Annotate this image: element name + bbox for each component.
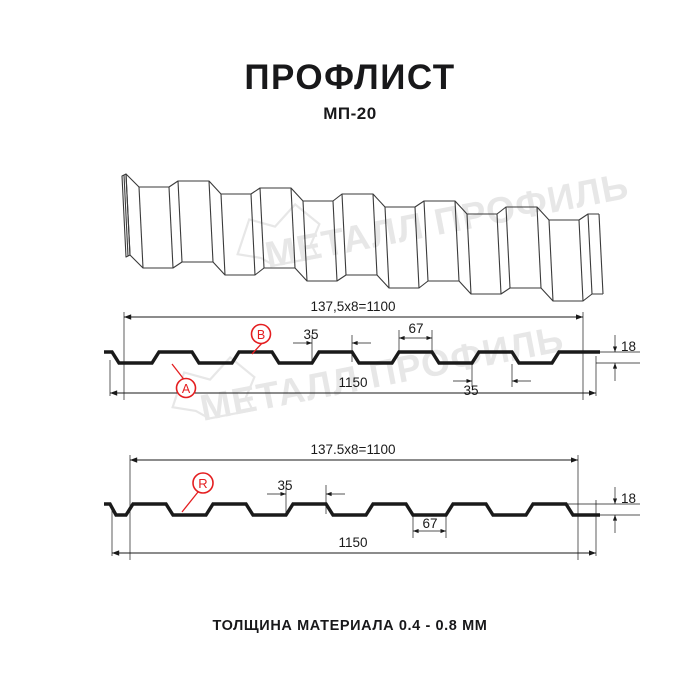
profile-outline-bottom bbox=[104, 502, 600, 517]
marker-r: R bbox=[181, 472, 214, 513]
page-subtitle: МП-20 bbox=[323, 104, 377, 123]
marker-a: A bbox=[171, 363, 197, 399]
dim-overall-top-label: 1150 bbox=[338, 375, 367, 390]
material-thickness-note: ТОЛЩИНА МАТЕРИАЛА 0.4 - 0.8 ММ bbox=[212, 618, 488, 634]
marker-b: B bbox=[250, 323, 272, 355]
dim-overall-bottom-label: 1150 bbox=[338, 535, 367, 550]
dim-trough-top-label: 35 bbox=[303, 327, 318, 342]
dim-trough-bottom-label: 35 bbox=[277, 478, 292, 493]
dim-crest-bottom bbox=[412, 516, 447, 538]
isometric-profile-view bbox=[121, 173, 604, 302]
dim-working-width-top-label: 137,5x8=1100 bbox=[311, 299, 396, 314]
dim-trough-top bbox=[293, 335, 371, 362]
marker-r-label: R bbox=[198, 476, 207, 491]
dim-trough2-top-label: 35 bbox=[463, 383, 478, 398]
dim-height-bottom-label: 18 bbox=[621, 491, 636, 506]
marker-b-label: B bbox=[257, 328, 265, 342]
dim-crest-bottom-label: 67 bbox=[422, 516, 437, 531]
dim-overall-bottom: 1150 bbox=[112, 535, 596, 556]
page-title: ПРОФЛИСТ bbox=[244, 58, 456, 97]
marker-a-label: A bbox=[182, 382, 191, 396]
dim-height-top-label: 18 bbox=[621, 339, 636, 354]
section-top: 137,5x8=1100 35 67 35 bbox=[104, 299, 640, 400]
dim-working-width-bottom: 137.5x8=1100 bbox=[130, 442, 578, 463]
dim-height-top bbox=[592, 335, 640, 381]
dim-working-width-bottom-label: 137.5x8=1100 bbox=[311, 442, 396, 457]
dim-trough-bottom bbox=[267, 485, 345, 514]
watermark-lower: МЕТАЛЛ ПРОФИЛЬ bbox=[171, 318, 567, 429]
dim-height-bottom bbox=[566, 487, 640, 533]
dim-trough2-top bbox=[453, 364, 531, 387]
section-bottom: 137.5x8=1100 35 67 18 1 bbox=[104, 442, 640, 560]
dim-working-width-top: 137,5x8=1100 bbox=[124, 299, 583, 320]
dim-crest-top-label: 67 bbox=[408, 321, 423, 336]
dim-crest-top bbox=[398, 330, 433, 351]
